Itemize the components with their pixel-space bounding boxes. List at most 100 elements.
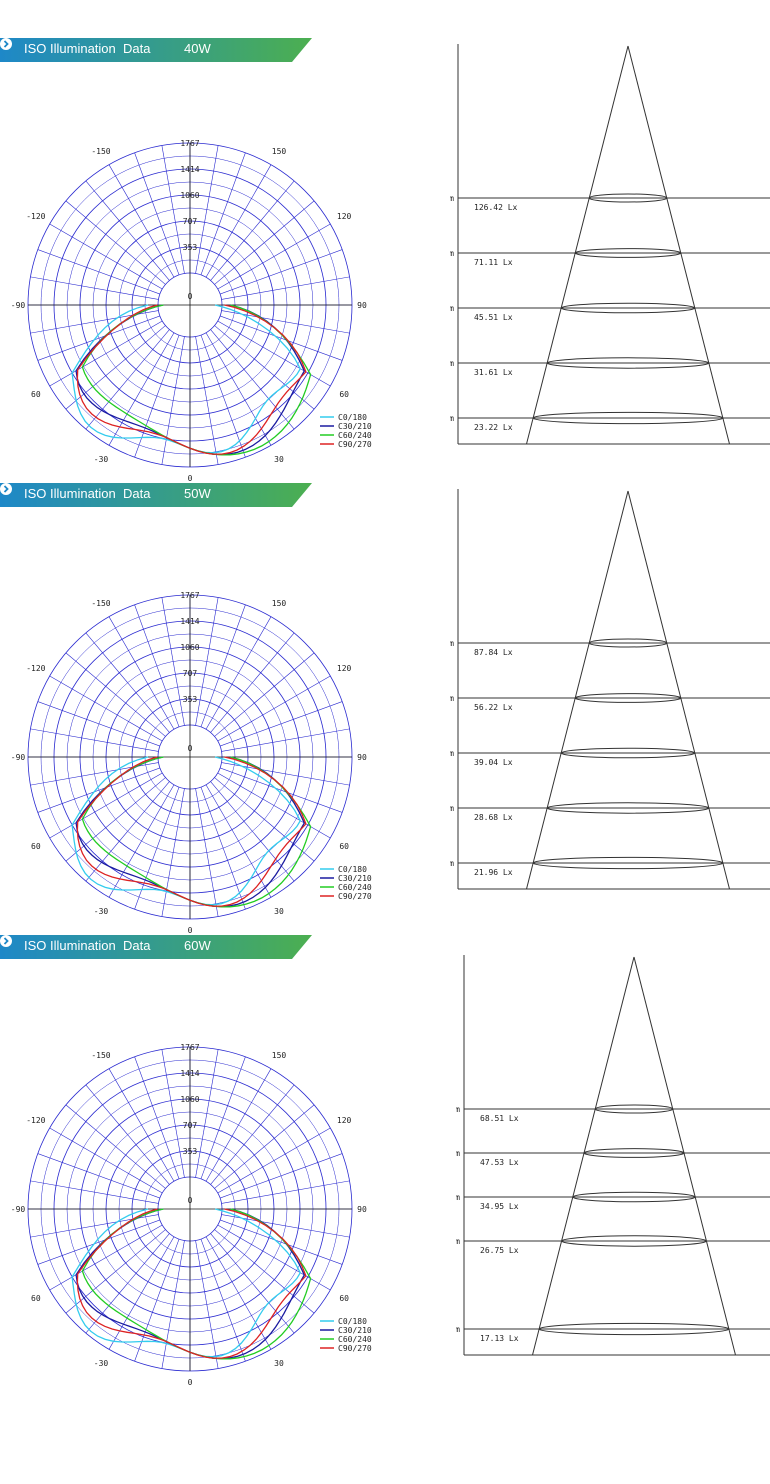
angle-label-left-mid-lower: 60: [31, 390, 41, 399]
cone-level-ellipse: [532, 411, 724, 425]
polar-spoke: [195, 336, 219, 465]
cone-distance-label: 4.00 m: [450, 639, 454, 648]
polar-spoke: [65, 1104, 166, 1189]
angle-label-right-upper: 150: [272, 599, 287, 608]
polar-spoke: [205, 1236, 272, 1350]
angle-label-left-upper: -150: [91, 599, 110, 608]
cone-level-ellipse: [560, 747, 696, 759]
polar-spoke: [108, 616, 175, 730]
banner-shape: [0, 935, 312, 959]
section-banner: ISO Illumination Data 50W: [0, 483, 312, 507]
legend-label: C0/180: [338, 413, 367, 422]
polar-spoke: [210, 1084, 295, 1185]
angle-label-right-mid-upper: 120: [337, 1116, 352, 1125]
cone-lux-label: 47.53 Lx: [480, 1158, 519, 1167]
polar-curve-c90-270: [76, 304, 307, 455]
polar-chart: 1767 1414 1060 707 353 0 0 -90 90 -150 150 -120 120 6…: [11, 139, 372, 483]
cone-lux-label: 68.51 Lx: [480, 1114, 519, 1123]
radial-tick-label: 1414: [180, 1069, 199, 1078]
angle-label-left-mid-upper: -120: [26, 664, 45, 673]
cone-level-ellipse: [588, 193, 668, 203]
polar-spoke: [210, 632, 295, 733]
polar-spoke: [85, 329, 170, 430]
cone-level-ellipse: [572, 1191, 696, 1203]
polar-spoke: [219, 701, 343, 747]
cone-distance-label: 5.00 m: [456, 1105, 460, 1114]
cone-level-ellipse: [546, 802, 710, 814]
angle-label-left-upper: -150: [91, 1051, 110, 1060]
banner-label: ISO Illumination Data: [24, 938, 151, 953]
polar-spoke: [30, 310, 159, 334]
radial-tick-label: 707: [183, 217, 198, 226]
polar-spoke: [221, 276, 350, 300]
polar-spoke: [214, 777, 315, 862]
polar-spoke: [65, 652, 166, 737]
polar-spoke: [214, 1104, 315, 1189]
polar-spoke: [49, 675, 163, 742]
angle-label-left-mid-lower: 60: [31, 842, 41, 851]
polar-spoke: [30, 1214, 159, 1238]
cone-lux-label: 45.51 Lx: [474, 313, 513, 322]
cone-side-left: [526, 45, 629, 445]
polar-spoke: [214, 325, 315, 410]
angle-label-center: 0: [188, 292, 193, 301]
polar-spoke: [195, 1240, 219, 1369]
polar-spoke: [134, 152, 180, 276]
polar-spoke: [108, 1068, 175, 1182]
polar-chart: 1767 1414 1060 707 353 0 0 -90 90 -150 150 -120 120 6…: [11, 1043, 372, 1387]
polar-spoke: [219, 1153, 343, 1199]
cone-lux-label: 31.61 Lx: [474, 368, 513, 377]
angle-label-bottom: 0: [188, 1378, 193, 1387]
cone-distance-label: 6.00 m: [450, 359, 454, 368]
legend-label: C0/180: [338, 865, 367, 874]
polar-spoke: [219, 315, 343, 361]
radial-tick-label: 707: [183, 1121, 198, 1130]
polar-spoke: [200, 786, 246, 910]
polar-chart: 1767 1414 1060 707 353 0 0 -90 90 -150 150 -120 120 6…: [11, 591, 372, 935]
polar-spoke: [200, 334, 246, 458]
polar-spoke: [214, 1229, 315, 1314]
radial-tick-label: 353: [183, 243, 198, 252]
legend-label: C0/180: [338, 1317, 367, 1326]
polar-spoke: [161, 788, 185, 917]
cone-level-ellipse: [574, 693, 682, 703]
legend-label: C90/270: [338, 1344, 372, 1353]
legend-label: C30/210: [338, 422, 372, 431]
angle-label-left-lower: -30: [94, 455, 109, 464]
polar-spoke: [65, 777, 166, 862]
angle-label-bottom: 0: [188, 474, 193, 483]
polar-spoke: [217, 1224, 331, 1291]
radial-tick-label: 353: [183, 695, 198, 704]
angle-label-left: -90: [11, 1205, 26, 1214]
angle-label-right-mid-lower: 60: [339, 390, 349, 399]
polar-spoke: [65, 325, 166, 410]
polar-spoke: [217, 772, 331, 839]
banner-shape: [0, 483, 312, 507]
polar-spoke: [210, 329, 295, 430]
legend-label: C90/270: [338, 440, 372, 449]
radial-tick-label: 1060: [180, 1095, 199, 1104]
cone-distance-label: 8.00 m: [450, 859, 454, 868]
polar-spoke: [85, 1233, 170, 1334]
cone-distance-label: 8.00 m: [456, 1237, 460, 1246]
section-banner: ISO Illumination Data 60W: [0, 935, 312, 959]
cone-distance-label: 7.00 m: [450, 804, 454, 813]
cone-lux-label: 56.22 Lx: [474, 703, 513, 712]
cone-side-left: [532, 956, 635, 1356]
angle-label-left-mid-upper: -120: [26, 212, 45, 221]
cone-distance-label: 6.00 m: [450, 749, 454, 758]
polar-spoke: [49, 1224, 163, 1291]
angle-label-bottom: 0: [188, 926, 193, 935]
banner-label: ISO Illumination Data: [24, 41, 151, 56]
cone-distance-label: 7.00 m: [450, 414, 454, 423]
polar-spoke: [200, 1056, 246, 1180]
cone-lux-label: 39.04 Lx: [474, 758, 513, 767]
polar-spoke: [200, 1238, 246, 1362]
legend-label: C30/210: [338, 874, 372, 883]
polar-curve-c90-270: [76, 1208, 307, 1359]
cone-lux-label: 21.96 Lx: [474, 868, 513, 877]
polar-spoke: [49, 223, 163, 290]
polar-spoke: [205, 1068, 272, 1182]
illumination-cone-chart: 5.00 m 68.51 Lx 6.00 m 47.53 Lx 7.00 m 34.95 …: [456, 955, 770, 1356]
polar-spoke: [30, 728, 159, 752]
